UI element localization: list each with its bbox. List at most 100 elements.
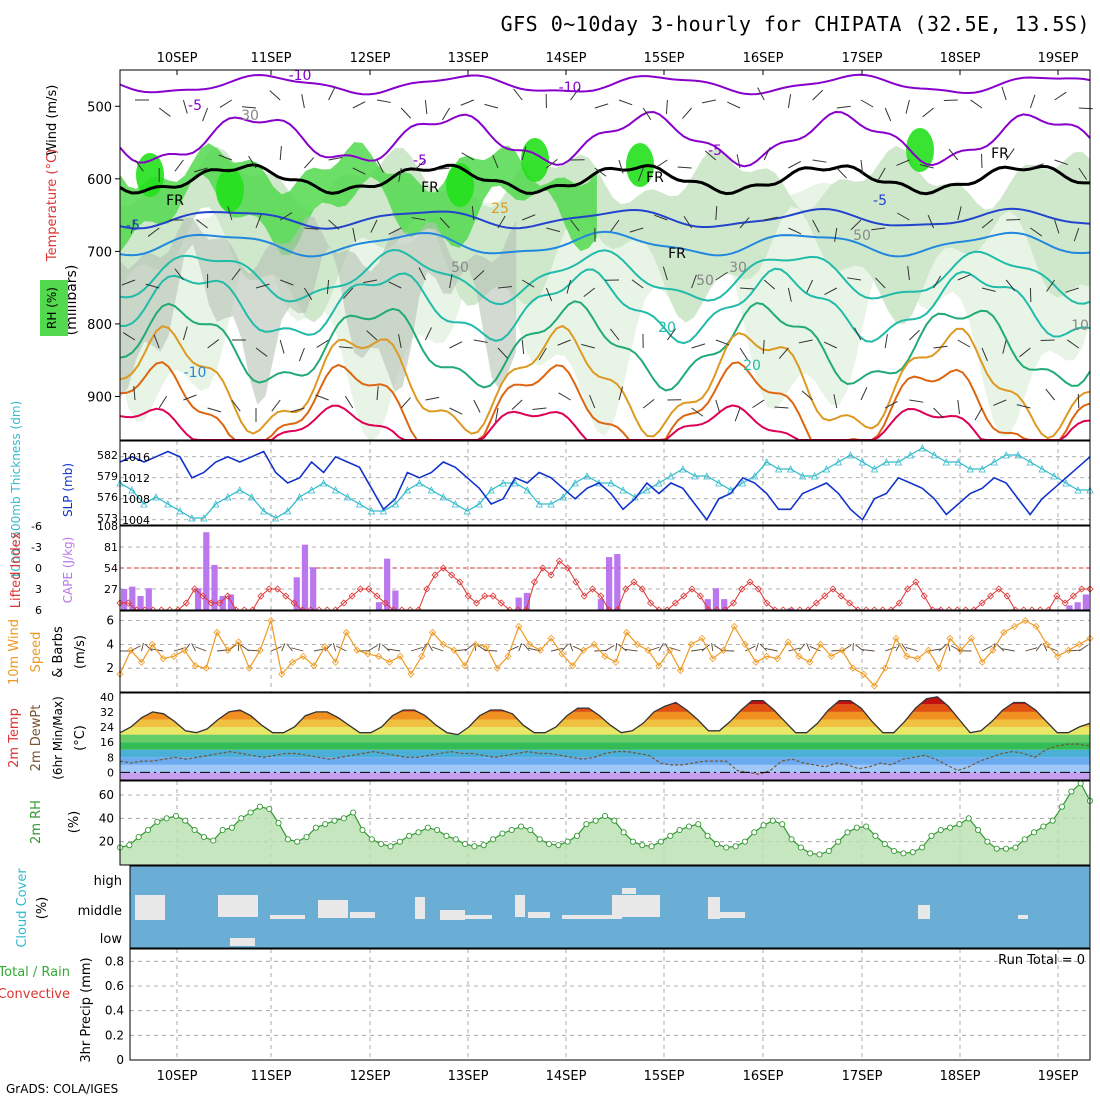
wind-speed-point xyxy=(849,664,857,672)
cape-bar xyxy=(211,564,218,610)
rh-point xyxy=(247,809,254,816)
wind-barb xyxy=(833,394,838,409)
wind-barb xyxy=(133,386,136,401)
wind-barb xyxy=(993,399,1007,406)
thickness-point xyxy=(272,514,280,522)
cloud-block xyxy=(1018,915,1028,919)
rh-cell xyxy=(521,138,549,182)
thickness-point xyxy=(751,472,759,480)
wind-barb xyxy=(316,339,329,348)
thickness-point xyxy=(667,472,675,480)
wind-barb xyxy=(280,279,294,286)
rh-point xyxy=(601,812,609,820)
precip-frame xyxy=(129,948,1091,1061)
lifted-index-point xyxy=(763,599,771,607)
thickness-point xyxy=(260,507,268,515)
lifted-index-point xyxy=(373,592,381,600)
rh-point xyxy=(975,826,982,834)
wind-barb xyxy=(1030,163,1044,169)
rh-point xyxy=(406,832,413,839)
wind-barb xyxy=(546,158,558,169)
wind-speed-point xyxy=(493,664,501,672)
contour-label: 50 xyxy=(853,228,871,244)
rh-area xyxy=(120,783,1090,865)
temp-band xyxy=(120,734,1090,743)
temp-line xyxy=(119,696,1091,736)
wind-barb xyxy=(957,206,962,221)
cape-bar xyxy=(606,557,613,610)
temperature-contour xyxy=(119,361,1091,441)
rh-point xyxy=(340,815,347,822)
contour-label: 50 xyxy=(696,273,714,289)
wind-barb xyxy=(566,279,572,294)
rh-point xyxy=(331,817,338,824)
wind-speed-point xyxy=(515,622,523,631)
wind-barb xyxy=(145,283,160,289)
cloud-bg xyxy=(130,866,1090,948)
top-date-label: 14SEP xyxy=(546,51,587,66)
thickness-point xyxy=(643,486,651,494)
cloud-block xyxy=(622,888,636,894)
wind-barb xyxy=(183,394,197,401)
surface-wind-barb xyxy=(421,643,428,652)
y-tick-label: 700 xyxy=(87,245,112,260)
lifted-index-point xyxy=(647,599,655,607)
lifted-index-point xyxy=(348,592,356,600)
wind-speed-point xyxy=(267,616,275,625)
wind-barb xyxy=(933,407,944,419)
thickness-tick: 579 xyxy=(97,470,118,483)
thickness-point xyxy=(739,479,747,487)
surface-wind-barb xyxy=(701,644,710,652)
lifted-index-point xyxy=(638,585,646,593)
wind-barb xyxy=(122,332,136,341)
wind-barb xyxy=(896,159,910,166)
wind-speed-point xyxy=(364,650,372,658)
wind-barb xyxy=(366,330,378,341)
surface-wind-barb xyxy=(901,643,908,652)
surface-wind-barb xyxy=(410,646,423,652)
wind-speed-point xyxy=(375,652,383,660)
temperature-contour xyxy=(119,324,1091,440)
wind-barb xyxy=(304,227,319,230)
wind-barb xyxy=(884,107,892,122)
wind-barb xyxy=(449,274,453,289)
wind-barb xyxy=(130,219,136,234)
top-date-label: 17SEP xyxy=(842,51,883,66)
wind-barb xyxy=(248,155,257,169)
lifted-index-point xyxy=(199,592,207,600)
wind-barb xyxy=(1002,339,1007,354)
cloud-frame xyxy=(129,865,1091,949)
thickness-point xyxy=(200,514,208,522)
y-tick-label: 600 xyxy=(87,173,112,188)
lifted-index-point xyxy=(746,578,754,586)
rh-frame xyxy=(119,780,1091,866)
wind-speed-point xyxy=(181,646,189,654)
wind-speed-point xyxy=(644,646,652,654)
rh-point xyxy=(573,832,581,839)
wind-barb xyxy=(764,216,778,221)
wind-speed-point xyxy=(795,652,803,660)
wind-speed-point xyxy=(310,662,318,670)
upper-air-frame xyxy=(119,69,1091,441)
surface-wind-barb xyxy=(141,642,144,652)
wind-speed-point xyxy=(763,652,771,660)
surface-wind-barb xyxy=(759,643,767,652)
y-tick-label: 500 xyxy=(87,100,112,115)
rh-point xyxy=(1058,803,1066,810)
cape-bar xyxy=(712,588,720,610)
wind-speed-point xyxy=(924,646,932,654)
surface-wind-barb xyxy=(523,643,530,652)
wind-barb xyxy=(439,217,450,229)
thickness-point xyxy=(547,500,555,508)
surface-wind-barb xyxy=(378,642,381,652)
thickness-point xyxy=(954,458,962,466)
wind-speed-point xyxy=(342,628,350,637)
wind-speed-point xyxy=(569,662,577,670)
run-total-label: Run Total = 0 xyxy=(998,953,1085,968)
lifted-index-point xyxy=(564,564,572,572)
contour-label: -10 xyxy=(184,365,207,381)
bottom-date-label: 10SEP xyxy=(157,1069,198,1084)
thickness-point xyxy=(355,500,364,508)
lifted-index-point xyxy=(1078,585,1086,593)
lifted-index-point xyxy=(472,599,481,607)
